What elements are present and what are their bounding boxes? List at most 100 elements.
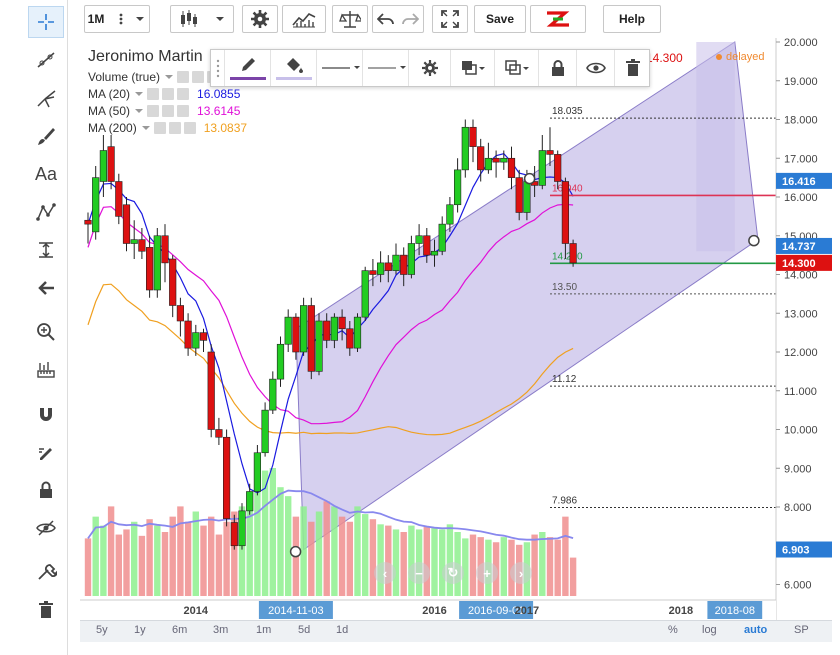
candle-body xyxy=(169,258,177,306)
chart-type-select[interactable] xyxy=(170,5,234,33)
drawing-settings-button[interactable] xyxy=(409,50,451,86)
volume-bar xyxy=(123,529,130,596)
chevron-down-icon[interactable] xyxy=(164,72,174,82)
measure-tool[interactable] xyxy=(28,234,64,266)
ruler-tool[interactable] xyxy=(28,354,64,386)
candle-body xyxy=(146,247,154,291)
candle-body xyxy=(107,146,115,182)
auto-toggle[interactable]: auto xyxy=(744,624,768,636)
drag-handle[interactable] xyxy=(211,50,225,86)
range-5d[interactable]: 5d xyxy=(298,624,311,636)
undo-redo-group[interactable] xyxy=(372,5,424,33)
gear-icon[interactable] xyxy=(192,70,205,83)
range-3m[interactable]: 3m xyxy=(213,624,229,636)
close-icon[interactable] xyxy=(177,104,190,117)
magnet-tool[interactable] xyxy=(28,398,64,430)
candle-body xyxy=(515,177,523,213)
range-6m[interactable]: 6m xyxy=(172,624,188,636)
volume-bar xyxy=(131,521,138,596)
bring-to-front-button[interactable] xyxy=(451,50,495,86)
candle-body xyxy=(284,316,292,345)
visibility-icon[interactable] xyxy=(177,70,190,83)
brush-tool[interactable] xyxy=(28,120,64,152)
channel-handle xyxy=(289,545,302,558)
zoom-in-button[interactable]: + xyxy=(476,562,498,584)
scroll-left-button[interactable]: ‹ xyxy=(374,562,396,584)
fullscreen-button[interactable] xyxy=(432,5,468,33)
pattern-tool[interactable] xyxy=(28,196,64,228)
chevron-down-icon[interactable] xyxy=(134,106,144,116)
chevron-down-icon[interactable] xyxy=(134,89,144,99)
lock-drawing-button[interactable] xyxy=(539,50,577,86)
sp-toggle[interactable]: SP xyxy=(794,624,809,636)
range-5y[interactable]: 5y xyxy=(96,624,108,636)
candle-body xyxy=(523,181,531,213)
save-button[interactable]: Save xyxy=(474,5,526,33)
reset-zoom-button[interactable]: ↻ xyxy=(442,562,464,584)
log-toggle[interactable]: log xyxy=(702,624,717,636)
close-icon[interactable] xyxy=(177,87,190,100)
compare-button[interactable] xyxy=(332,5,368,33)
settings-button[interactable] xyxy=(242,5,278,33)
volume-bar xyxy=(354,506,361,596)
line-width-select[interactable] xyxy=(363,50,409,86)
line-style-select[interactable] xyxy=(317,50,363,86)
volume-bar xyxy=(215,534,223,596)
candle-body xyxy=(230,522,238,547)
zoom-out-button[interactable]: − xyxy=(408,562,430,584)
range-1d[interactable]: 1d xyxy=(336,624,349,636)
line-width-icon xyxy=(367,66,406,69)
candle-body xyxy=(538,150,546,186)
back-tool[interactable] xyxy=(28,272,64,304)
help-button[interactable]: Help xyxy=(603,5,661,33)
candle-body xyxy=(369,270,377,275)
visibility-icon[interactable] xyxy=(147,104,160,117)
indicators-button[interactable] xyxy=(282,5,326,33)
brand-button[interactable] xyxy=(530,5,586,33)
gear-icon[interactable] xyxy=(162,104,175,117)
fill-color-button[interactable] xyxy=(271,50,317,86)
percent-toggle[interactable]: % xyxy=(668,624,678,636)
crosshair-tool[interactable] xyxy=(28,6,64,38)
scroll-right-button[interactable]: › xyxy=(510,562,532,584)
settings-tools[interactable] xyxy=(28,556,64,588)
gear-icon[interactable] xyxy=(162,87,175,100)
channel-extension xyxy=(696,42,735,252)
chart-area[interactable]: 18.03516.04014.29013.5011.127.9866.0007.… xyxy=(80,38,832,620)
candle-body xyxy=(477,146,485,171)
redo-icon xyxy=(402,13,419,25)
delete-drawing-button[interactable] xyxy=(615,50,651,86)
volume-bar xyxy=(423,526,430,596)
line-style-icon xyxy=(321,66,360,69)
hide-drawing-button[interactable] xyxy=(577,50,615,86)
line-color-button[interactable] xyxy=(225,50,271,86)
gear-icon[interactable] xyxy=(168,121,181,134)
x-axis-highlight xyxy=(707,601,763,619)
delete-all-tool[interactable] xyxy=(28,594,64,626)
clone-button[interactable] xyxy=(495,50,539,86)
volume-bar xyxy=(331,506,338,596)
candle-body xyxy=(292,316,300,353)
volume-bar xyxy=(107,506,115,596)
visibility-icon[interactable] xyxy=(153,121,166,134)
interval-select[interactable]: 1M xyxy=(84,5,150,33)
volume-bar xyxy=(531,534,538,596)
trash-icon xyxy=(39,601,53,618)
candle-body xyxy=(261,409,269,454)
chevron-left-icon: ‹ xyxy=(382,565,388,581)
price-chart[interactable]: 18.03516.04014.29013.5011.127.9866.0007.… xyxy=(80,38,832,620)
hide-tool[interactable] xyxy=(28,512,64,544)
range-1m[interactable]: 1m xyxy=(256,624,272,636)
y-axis-background xyxy=(776,38,832,620)
text-tool[interactable]: Aa xyxy=(28,158,64,190)
draw-mode-tool[interactable] xyxy=(28,436,64,468)
close-icon[interactable] xyxy=(183,121,196,134)
zoom-tool[interactable] xyxy=(28,316,64,348)
candle-body xyxy=(276,343,285,380)
trend-line-tool[interactable] xyxy=(28,44,64,76)
chevron-down-icon[interactable] xyxy=(141,123,151,133)
lock-tool[interactable] xyxy=(28,474,64,506)
range-1y[interactable]: 1y xyxy=(134,624,146,636)
visibility-icon[interactable] xyxy=(147,87,160,100)
pitchfork-tool[interactable] xyxy=(28,82,64,114)
